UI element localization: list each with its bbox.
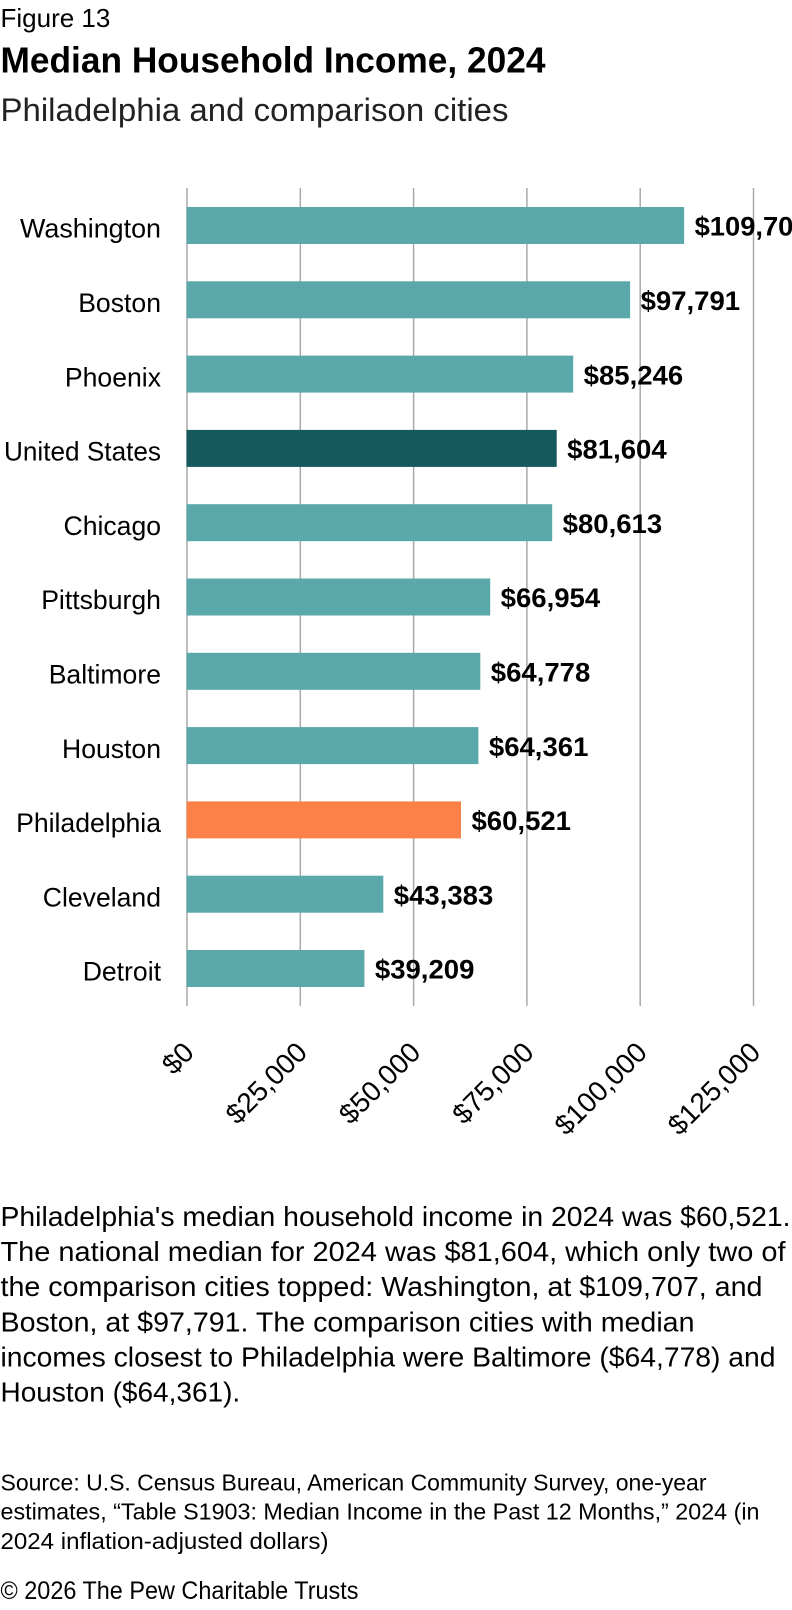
svg-text:$60,521: $60,521	[472, 806, 572, 836]
svg-text:$50,000: $50,000	[333, 1036, 426, 1129]
svg-text:2024 inflation-adjusted dollar: 2024 inflation-adjusted dollars)	[1, 1528, 329, 1554]
svg-text:Baltimore: Baltimore	[49, 660, 161, 690]
svg-text:$75,000: $75,000	[446, 1036, 539, 1129]
svg-text:Washington: Washington	[20, 214, 161, 244]
svg-text:Figure 13: Figure 13	[1, 3, 111, 33]
svg-text:Pittsburgh: Pittsburgh	[41, 585, 161, 615]
svg-text:Houston: Houston	[62, 734, 161, 764]
svg-text:incomes closest to Philadelphi: incomes closest to Philadelphia were Bal…	[1, 1341, 776, 1372]
svg-text:$64,778: $64,778	[491, 658, 591, 688]
svg-text:$100,000: $100,000	[548, 1036, 653, 1141]
svg-text:Philadelphia: Philadelphia	[16, 808, 162, 838]
svg-text:Philadelphia's median househol: Philadelphia's median household income i…	[1, 1201, 791, 1232]
svg-text:estimates, “Table S1903: Media: estimates, “Table S1903: Median Income i…	[1, 1499, 760, 1525]
svg-text:$64,361: $64,361	[489, 732, 588, 762]
svg-text:Cleveland: Cleveland	[43, 882, 161, 912]
svg-text:Boston, at $97,791. The compar: Boston, at $97,791. The comparison citie…	[1, 1306, 695, 1337]
svg-text:Houston ($64,361).: Houston ($64,361).	[1, 1377, 241, 1408]
svg-text:Phoenix: Phoenix	[65, 362, 162, 392]
svg-text:$25,000: $25,000	[220, 1036, 313, 1129]
svg-text:Detroit: Detroit	[83, 957, 162, 987]
svg-text:Philadelphia and comparison ci: Philadelphia and comparison cities	[1, 92, 509, 128]
svg-text:Chicago: Chicago	[64, 511, 162, 541]
svg-text:© 2026 The Pew Charitable Trus: © 2026 The Pew Charitable Trusts	[1, 1577, 359, 1605]
svg-text:the comparison cities topped:: the comparison cities topped: Washington…	[1, 1271, 763, 1302]
svg-text:The national median for 2024 w: The national median for 2024 was $81,604…	[1, 1236, 786, 1267]
svg-text:$125,000: $125,000	[662, 1036, 767, 1141]
svg-text:$80,613: $80,613	[563, 509, 663, 539]
svg-text:$66,954: $66,954	[501, 583, 601, 613]
svg-text:United States: United States	[4, 437, 161, 467]
svg-text:$43,383: $43,383	[394, 880, 494, 910]
svg-text:$0: $0	[156, 1036, 200, 1080]
svg-text:Boston: Boston	[78, 288, 161, 318]
svg-text:$81,604: $81,604	[567, 435, 667, 465]
svg-text:$97,791: $97,791	[641, 286, 741, 316]
svg-text:Source: U.S. Census Bureau, Am: Source: U.S. Census Bureau, American Com…	[1, 1469, 707, 1495]
svg-text:$109,707: $109,707	[695, 212, 792, 242]
svg-text:$39,209: $39,209	[375, 955, 475, 985]
svg-text:$85,246: $85,246	[584, 360, 684, 390]
svg-text:Median Household Income, 2024: Median Household Income, 2024	[1, 40, 546, 81]
